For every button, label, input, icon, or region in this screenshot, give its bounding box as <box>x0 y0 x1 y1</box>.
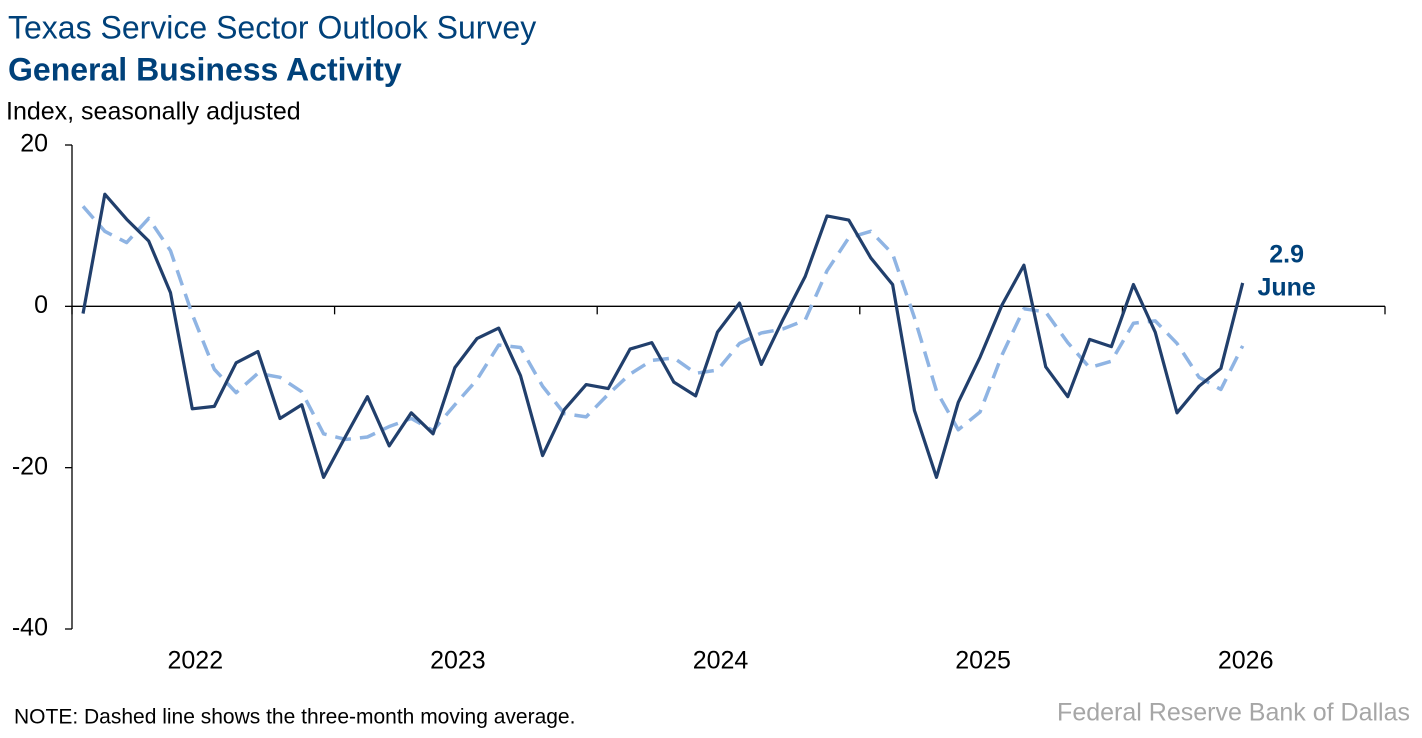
value-label: 2.9 <box>1269 241 1304 269</box>
series-line <box>81 192 1245 479</box>
y-axis-label: Index, seasonally adjusted <box>6 98 301 126</box>
y-tick-label: -20 <box>12 452 48 480</box>
x-tick-label: 2025 <box>955 647 1011 675</box>
chart-subtitle: General Business Activity <box>8 51 402 87</box>
source: Federal Reserve Bank of Dallas <box>1057 699 1410 727</box>
x-tick-label: 2024 <box>693 647 749 675</box>
x-tick-label: 2022 <box>167 647 223 675</box>
y-tick-label: -40 <box>12 614 48 642</box>
x-tick-label: 2023 <box>430 647 486 675</box>
y-tick-label: 20 <box>20 130 48 158</box>
y-tick-label: 0 <box>34 291 48 319</box>
annotation: June <box>1257 274 1315 302</box>
series-line <box>81 205 1245 442</box>
chart-title: Texas Service Sector Outlook Survey <box>8 9 536 45</box>
note: NOTE: Dashed line shows the three-month … <box>14 706 575 729</box>
x-tick-label: 2026 <box>1218 647 1274 675</box>
